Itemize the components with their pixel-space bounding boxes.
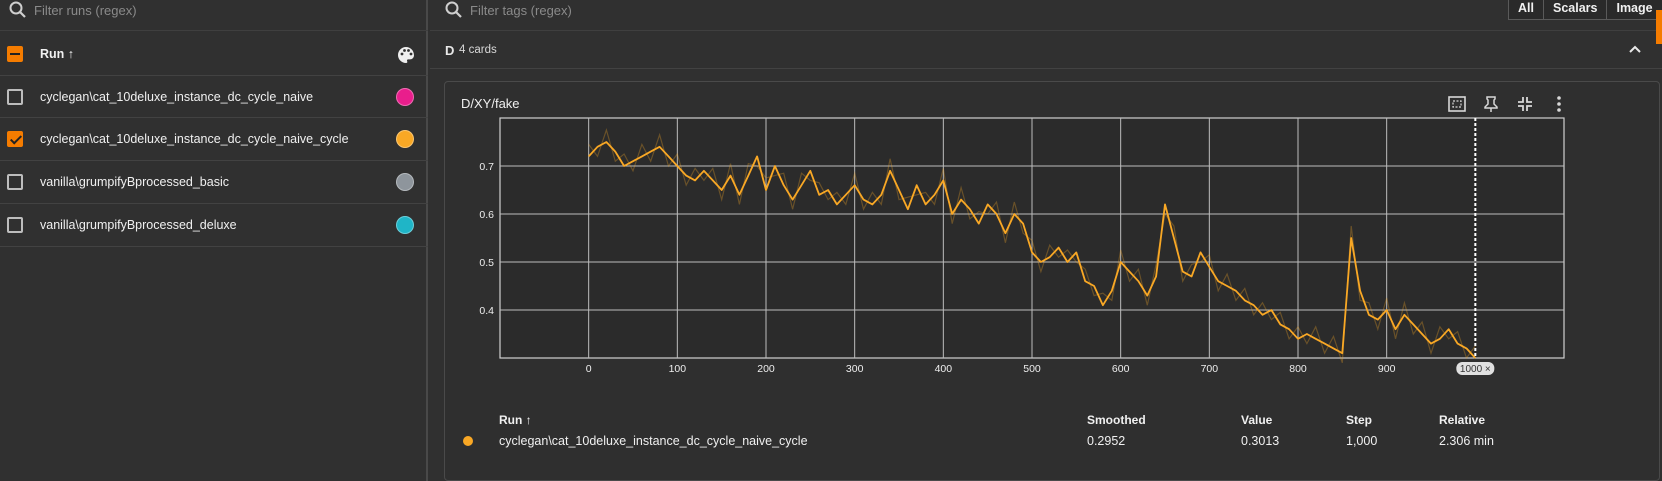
scalar-card: D/XY/fake 0 100 200 300 400 500 600 700 800 900 0.…: [444, 81, 1660, 481]
tab-all[interactable]: All: [1508, 0, 1544, 20]
search-icon: [8, 0, 28, 25]
y-tick-label: 0.7: [479, 161, 494, 173]
table-cell-value: 0.3013: [1241, 434, 1280, 448]
run-checkbox[interactable]: [7, 89, 23, 105]
fit-domain-icon[interactable]: [1445, 92, 1469, 116]
run-color-swatch[interactable]: [396, 173, 414, 191]
run-checkbox[interactable]: [7, 217, 23, 233]
tab-image[interactable]: Image: [1607, 0, 1662, 20]
x-tick-label: 300: [846, 363, 864, 375]
tags-filter-input[interactable]: [470, 0, 870, 20]
x-tick-label: 100: [669, 363, 687, 375]
runs-header-row: Run ↑: [0, 32, 428, 76]
pin-icon[interactable]: [1479, 92, 1503, 116]
x-tick-label: 800: [1289, 363, 1307, 375]
search-icon: [444, 0, 464, 25]
series-line: [588, 141, 1476, 359]
table-header-smoothed: Smoothed: [1087, 413, 1146, 427]
tab-scalars[interactable]: Scalars: [1543, 0, 1608, 20]
chevron-up-icon[interactable]: [1626, 41, 1644, 64]
table-cell-run: cyclegan\cat_10deluxe_instance_dc_cycle_…: [499, 434, 808, 448]
run-name: cyclegan\cat_10deluxe_instance_dc_cycle_…: [40, 132, 349, 146]
y-tick-label: 0.6: [479, 209, 494, 221]
card-group-header[interactable]: D 4 cards: [430, 32, 1662, 69]
x-tick-label: 0: [586, 363, 592, 375]
x-tick-label: 900: [1378, 363, 1396, 375]
run-name: vanilla\grumpifyBprocessed_deluxe: [40, 218, 237, 232]
x-tick-label: 200: [757, 363, 775, 375]
runs-panel: Run ↑ cyclegan\cat_10deluxe_instance_dc_…: [0, 0, 428, 481]
table-header-relative: Relative: [1439, 413, 1486, 427]
run-row[interactable]: cyclegan\cat_10deluxe_instance_dc_cycle_…: [0, 76, 428, 118]
group-card-count: 4 cards: [459, 44, 497, 56]
more-vert-icon[interactable]: [1547, 92, 1571, 116]
runs-filter-bar: [0, 0, 428, 31]
step-chip-label: 1000 ×: [1460, 364, 1491, 375]
settings-edge-indicator: [1656, 10, 1662, 44]
table-cell-relative: 2.306 min: [1439, 434, 1494, 448]
type-tabs: All Scalars Image: [1508, 0, 1662, 20]
table-header-value: Value: [1241, 413, 1273, 427]
table-cell-smoothed: 0.2952: [1087, 434, 1126, 448]
run-row[interactable]: cyclegan\cat_10deluxe_instance_dc_cycle_…: [0, 118, 428, 161]
x-tick-label: 500: [1023, 363, 1041, 375]
y-tick-label: 0.5: [479, 257, 494, 269]
table-run-color-dot: [463, 436, 473, 446]
series-raw-line: [588, 127, 1476, 363]
table-header-step: Step: [1346, 413, 1373, 427]
run-color-swatch[interactable]: [396, 88, 414, 106]
y-tick-label: 0.4: [479, 305, 494, 317]
runs-filter-input[interactable]: [34, 0, 414, 20]
palette-icon[interactable]: [396, 45, 416, 70]
run-name: cyclegan\cat_10deluxe_instance_dc_cycle_…: [40, 90, 314, 104]
run-row[interactable]: vanilla\grumpifyBprocessed_deluxe: [0, 204, 428, 247]
main-panel: All Scalars Image D 4 cards D/XY/fake 0 1…: [430, 0, 1662, 481]
line-chart[interactable]: 0 100 200 300 400 500 600 700 800 900 0.4 0.5 0.6 0.7…: [445, 82, 1661, 402]
table-cell-step: 1,000: [1346, 434, 1378, 448]
run-checkbox[interactable]: [7, 131, 23, 147]
x-tick-label: 600: [1112, 363, 1130, 375]
group-name: D: [445, 42, 455, 58]
table-header-run[interactable]: Run ↑: [499, 413, 532, 427]
card-title: D/XY/fake: [461, 96, 520, 111]
run-row[interactable]: vanilla\grumpifyBprocessed_basic: [0, 161, 428, 204]
run-column-header[interactable]: Run ↑: [40, 47, 75, 61]
run-checkbox[interactable]: [7, 174, 23, 190]
select-all-checkbox[interactable]: [7, 46, 23, 62]
step-chip: [1456, 362, 1495, 375]
tags-filter-bar: All Scalars Image: [430, 0, 1662, 44]
x-tick-label: 700: [1201, 363, 1219, 375]
run-color-swatch[interactable]: [396, 216, 414, 234]
x-tick-label: 400: [935, 363, 953, 375]
run-color-swatch[interactable]: [396, 130, 414, 148]
run-name: vanilla\grumpifyBprocessed_basic: [40, 175, 229, 189]
collapse-card-icon[interactable]: [1513, 92, 1537, 116]
